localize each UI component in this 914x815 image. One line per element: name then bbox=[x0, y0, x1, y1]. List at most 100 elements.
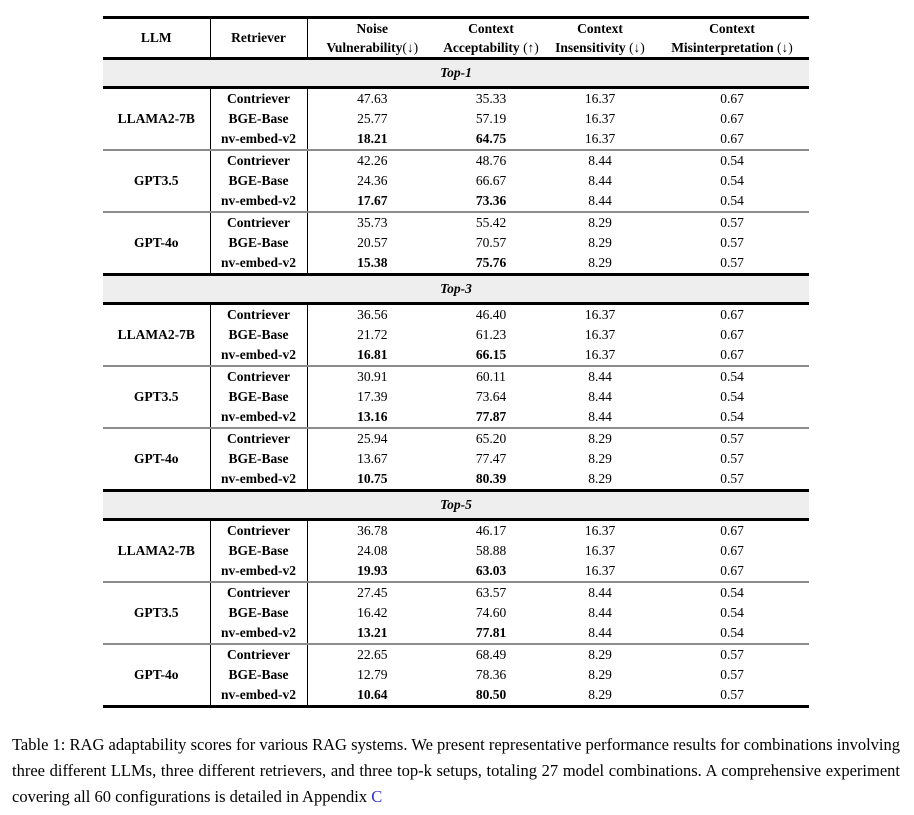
metric-value: 8.44 bbox=[545, 623, 655, 645]
table-row: GPT3.5 Contriever 42.26 48.76 8.44 0.54 bbox=[103, 150, 809, 213]
retriever-name: Contriever bbox=[210, 212, 308, 233]
retriever-name: BGE-Base bbox=[210, 325, 308, 345]
metric-value: 0.54 bbox=[720, 153, 744, 168]
metric-value: 0.54 bbox=[655, 407, 809, 429]
down-arrow-icon: (↓) bbox=[625, 40, 645, 55]
header-label: Context bbox=[468, 21, 514, 36]
metric-value: 22.65 bbox=[357, 647, 388, 662]
metric-value: 13.67 bbox=[357, 451, 388, 466]
metric-value: 65.20 bbox=[475, 431, 507, 446]
section-title: Top-3 bbox=[103, 273, 809, 305]
retriever-name: nv-embed-v2 bbox=[210, 253, 308, 276]
metric-value: 27.45 bbox=[357, 585, 388, 600]
table-row: BGE-Base 12.79 78.36 8.29 0.57 bbox=[103, 665, 809, 685]
metric-value: 64.75 bbox=[437, 129, 545, 151]
table-row: BGE-Base 13.67 77.47 8.29 0.57 bbox=[103, 449, 809, 469]
llm-name: LLAMA2-7B bbox=[103, 519, 211, 583]
table-row: GPT3.5 Contriever 27.45 63.57 8.44 0.54 bbox=[103, 582, 809, 645]
metric-value: 35.33 bbox=[475, 91, 507, 106]
table-body: Top-1 LLAMA2-7B Contriever 47.63 35.33 16.37 0… bbox=[103, 57, 809, 708]
table-row: nv-embed-v2 13.21 77.81 8.44 0.54 bbox=[103, 623, 809, 645]
metric-value: 0.54 bbox=[655, 191, 809, 213]
retriever-name: nv-embed-v2 bbox=[210, 685, 308, 708]
metric-value: 57.19 bbox=[475, 111, 507, 126]
table-row: GPT-4o Contriever 22.65 68.49 8.29 0.57 bbox=[103, 644, 809, 708]
metric-value: 0.57 bbox=[720, 235, 744, 250]
metric-value: 16.37 bbox=[545, 129, 655, 151]
table-row: BGE-Base 16.42 74.60 8.44 0.54 bbox=[103, 603, 809, 623]
table-row: LLAMA2-7B Contriever 47.63 35.33 16.37 0.67 bbox=[103, 87, 809, 151]
llm-name: GPT3.5 bbox=[103, 366, 211, 429]
metric-value: 8.44 bbox=[545, 191, 655, 213]
header-label: Acceptability bbox=[443, 40, 520, 55]
retriever-name: Contriever bbox=[210, 428, 308, 449]
metric-value: 8.44 bbox=[588, 369, 612, 384]
table-row: LLAMA2-7B Contriever 36.56 46.40 16.37 0.67 bbox=[103, 303, 809, 367]
retriever-name: BGE-Base bbox=[210, 109, 308, 129]
llm-name: GPT3.5 bbox=[103, 150, 211, 213]
metric-value: 0.54 bbox=[655, 623, 809, 645]
metric-value: 16.37 bbox=[584, 327, 616, 342]
table-caption: Table 1: RAG adaptability scores for var… bbox=[12, 732, 900, 810]
metric-value: 25.94 bbox=[357, 431, 388, 446]
metric-value: 46.17 bbox=[475, 523, 507, 538]
metric-value: 21.72 bbox=[357, 327, 388, 342]
retriever-name: Contriever bbox=[210, 519, 308, 541]
metric-value: 24.36 bbox=[357, 173, 388, 188]
caption-text: Table 1: RAG adaptability scores for var… bbox=[12, 735, 900, 806]
metric-value: 0.54 bbox=[720, 389, 744, 404]
table-row: BGE-Base 25.77 57.19 16.37 0.67 bbox=[103, 109, 809, 129]
metric-value: 60.11 bbox=[476, 369, 506, 384]
metric-value: 8.29 bbox=[588, 667, 612, 682]
metric-value: 8.29 bbox=[588, 451, 612, 466]
retriever-name: Contriever bbox=[210, 303, 308, 325]
metric-value: 15.38 bbox=[307, 253, 437, 276]
metric-value: 80.39 bbox=[437, 469, 545, 492]
metric-value: 0.57 bbox=[720, 667, 744, 682]
header-label: Noise bbox=[356, 21, 389, 36]
metric-value: 0.67 bbox=[720, 111, 744, 126]
retriever-name: BGE-Base bbox=[210, 541, 308, 561]
metric-value: 0.54 bbox=[720, 585, 744, 600]
retriever-name: nv-embed-v2 bbox=[210, 129, 308, 151]
metric-value: 0.57 bbox=[720, 451, 744, 466]
metric-value: 36.56 bbox=[357, 307, 388, 322]
retriever-name: nv-embed-v2 bbox=[210, 191, 308, 213]
metric-value: 80.50 bbox=[437, 685, 545, 708]
metric-value: 18.21 bbox=[307, 129, 437, 151]
metric-value: 16.81 bbox=[307, 345, 437, 367]
metric-value: 12.79 bbox=[357, 667, 388, 682]
header-label: LLM bbox=[140, 30, 172, 45]
metric-value: 75.76 bbox=[437, 253, 545, 276]
table-row: nv-embed-v2 18.21 64.75 16.37 0.67 bbox=[103, 129, 809, 151]
metric-value: 78.36 bbox=[475, 667, 507, 682]
llm-name: LLAMA2-7B bbox=[103, 87, 211, 151]
metric-value: 36.78 bbox=[357, 523, 388, 538]
metric-value: 8.29 bbox=[588, 647, 612, 662]
metric-value: 0.54 bbox=[720, 369, 744, 384]
metric-value: 16.42 bbox=[357, 605, 388, 620]
retriever-name: BGE-Base bbox=[210, 449, 308, 469]
metric-value: 0.57 bbox=[720, 647, 744, 662]
metric-value: 66.67 bbox=[475, 173, 507, 188]
metric-value: 42.26 bbox=[357, 153, 388, 168]
header-label: Context bbox=[709, 21, 755, 36]
retriever-name: BGE-Base bbox=[210, 603, 308, 623]
column-header-context-insensitivity: Context Insensitivity (↓) bbox=[545, 17, 655, 60]
metric-value: 63.03 bbox=[437, 561, 545, 583]
retriever-name: Contriever bbox=[210, 87, 308, 109]
metric-value: 0.57 bbox=[655, 685, 809, 708]
retriever-name: Contriever bbox=[210, 644, 308, 665]
metric-value: 8.44 bbox=[588, 605, 612, 620]
appendix-link[interactable]: C bbox=[371, 787, 383, 806]
down-arrow-icon: (↓) bbox=[402, 40, 419, 55]
metric-value: 8.44 bbox=[588, 389, 612, 404]
metric-value: 0.67 bbox=[655, 561, 809, 583]
metric-value: 8.29 bbox=[588, 215, 612, 230]
table-row: GPT-4o Contriever 35.73 55.42 8.29 0.57 bbox=[103, 212, 809, 276]
section-band-row: Top-3 bbox=[103, 273, 809, 305]
section-title: Top-1 bbox=[103, 57, 809, 89]
metric-value: 16.37 bbox=[545, 561, 655, 583]
metric-value: 19.93 bbox=[307, 561, 437, 583]
